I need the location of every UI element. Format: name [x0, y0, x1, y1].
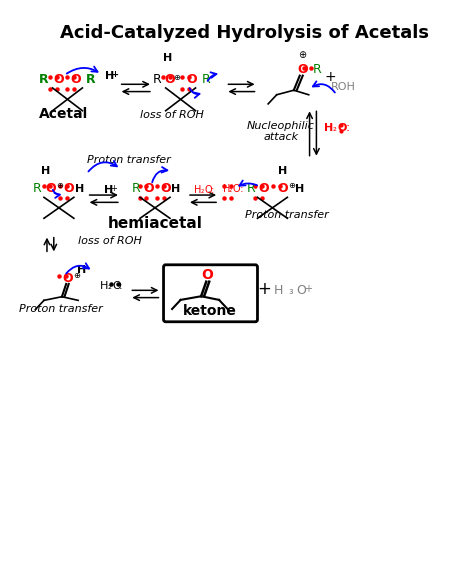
Text: O: O — [338, 123, 347, 133]
Text: H: H — [42, 166, 51, 175]
Text: :: : — [119, 282, 123, 291]
Text: ⊕: ⊕ — [288, 181, 295, 190]
Text: O: O — [160, 182, 171, 195]
Text: Proton transfer: Proton transfer — [19, 304, 103, 314]
Text: H: H — [105, 71, 114, 81]
Text: O: O — [297, 63, 308, 76]
Text: attack: attack — [264, 132, 299, 143]
Text: O: O — [54, 73, 64, 87]
Text: O: O — [259, 182, 269, 195]
Text: H: H — [295, 184, 304, 194]
Text: H: H — [278, 166, 287, 175]
Text: O: O — [143, 182, 154, 195]
Text: O: O — [233, 184, 240, 194]
Text: R: R — [86, 73, 96, 87]
Text: O: O — [205, 185, 212, 195]
Text: O: O — [64, 182, 74, 195]
Text: O: O — [277, 182, 288, 195]
Text: +: + — [257, 280, 271, 298]
Text: ₂: ₂ — [107, 282, 111, 291]
Text: ⊕: ⊕ — [56, 181, 63, 190]
FancyBboxPatch shape — [164, 265, 257, 322]
Text: Proton transfer: Proton transfer — [246, 210, 329, 220]
Text: R: R — [313, 63, 322, 76]
Text: H: H — [194, 185, 201, 195]
Text: O: O — [112, 282, 121, 291]
Text: :: : — [239, 184, 243, 194]
Text: ₂: ₂ — [200, 186, 203, 195]
Text: R: R — [202, 73, 210, 87]
Text: ROH: ROH — [330, 82, 356, 92]
Text: H: H — [163, 53, 173, 62]
Text: O: O — [296, 284, 306, 297]
Text: +: + — [324, 70, 336, 84]
Text: R: R — [246, 182, 255, 195]
Text: ⊕: ⊕ — [298, 50, 306, 61]
Text: ⊕: ⊕ — [73, 271, 80, 280]
Text: R: R — [153, 73, 162, 87]
Text: Proton transfer: Proton transfer — [88, 155, 171, 165]
Text: ketone: ketone — [182, 304, 237, 318]
Text: H: H — [324, 123, 333, 133]
Text: H: H — [274, 284, 283, 297]
Text: +: + — [111, 70, 118, 78]
Text: R: R — [39, 73, 49, 87]
Text: +: + — [110, 184, 117, 193]
Text: H: H — [223, 184, 231, 194]
Text: H: H — [77, 264, 86, 275]
Text: O: O — [186, 73, 197, 87]
Text: H: H — [100, 282, 109, 291]
Text: H: H — [171, 184, 181, 194]
Text: Acid-Catalyzed Hydrolysis of Acetals: Acid-Catalyzed Hydrolysis of Acetals — [60, 24, 429, 42]
Text: O: O — [201, 268, 213, 282]
Text: R: R — [131, 182, 140, 195]
Text: Nucleophilic: Nucleophilic — [247, 121, 315, 131]
Text: H: H — [75, 184, 84, 194]
Text: Acetal: Acetal — [38, 107, 88, 121]
Text: loss of ROH: loss of ROH — [78, 236, 142, 246]
Text: H: H — [104, 185, 113, 195]
Text: ₂: ₂ — [332, 123, 336, 133]
Text: ₃: ₃ — [288, 286, 293, 296]
Text: :: : — [345, 121, 349, 134]
Text: O: O — [164, 73, 175, 87]
Text: hemiacetal: hemiacetal — [108, 216, 202, 231]
Text: ⊕: ⊕ — [173, 73, 180, 82]
Text: O: O — [45, 182, 55, 195]
Text: :: : — [210, 185, 214, 195]
Text: R: R — [33, 182, 42, 195]
Text: ₂: ₂ — [228, 185, 232, 194]
Text: O: O — [62, 272, 73, 284]
Text: O: O — [71, 73, 82, 87]
Text: +: + — [303, 284, 311, 294]
Text: loss of ROH: loss of ROH — [140, 110, 204, 119]
